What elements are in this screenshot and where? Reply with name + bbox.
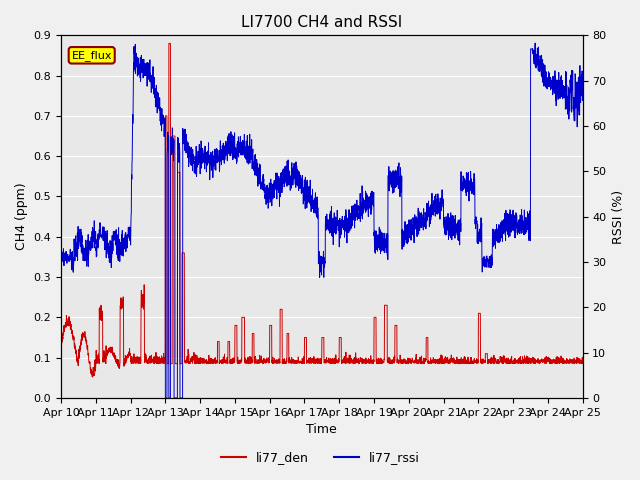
Legend: li77_den, li77_rssi: li77_den, li77_rssi: [216, 446, 424, 469]
Text: EE_flux: EE_flux: [72, 50, 112, 61]
Y-axis label: RSSI (%): RSSI (%): [612, 190, 625, 244]
X-axis label: Time: Time: [307, 423, 337, 436]
Y-axis label: CH4 (ppm): CH4 (ppm): [15, 183, 28, 251]
Title: LI7700 CH4 and RSSI: LI7700 CH4 and RSSI: [241, 15, 403, 30]
